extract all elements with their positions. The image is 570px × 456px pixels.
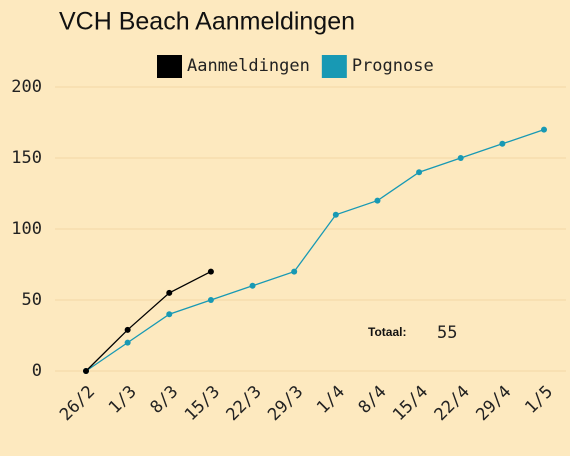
series-point: [124, 339, 131, 346]
series-point: [249, 282, 256, 289]
series-point: [457, 155, 464, 161]
series-line: [85, 128, 545, 372]
series-point: [124, 326, 131, 333]
series-point: [499, 140, 506, 147]
x-tick-label: 26/2: [56, 382, 99, 425]
series-point: [83, 368, 89, 374]
annotation-label: Totaal:: [368, 325, 406, 339]
y-tick-label: 200: [11, 77, 42, 97]
series-point: [207, 268, 214, 275]
y-tick-label: 100: [11, 219, 42, 239]
legend-swatch: [157, 55, 182, 78]
x-tick-label: 29/3: [264, 382, 307, 425]
series-point: [332, 211, 339, 218]
x-tick-label: 22/3: [223, 382, 266, 425]
x-tick-label: 22/4: [431, 382, 474, 425]
legend-label: Prognose: [352, 56, 434, 76]
series-point: [374, 197, 381, 204]
series-point: [416, 169, 423, 176]
annotation-value: 55: [437, 323, 457, 343]
x-tick-label: 29/4: [472, 382, 515, 425]
x-tick-label: 8/3: [146, 382, 182, 418]
x-tick-label: 1/4: [313, 382, 349, 418]
x-tick-label: 1/3: [105, 382, 141, 418]
x-tick-label: 15/4: [389, 382, 432, 425]
series-point: [541, 126, 547, 133]
chart-title: VCH Beach Aanmeldingen: [59, 8, 355, 36]
series-line: [85, 271, 212, 372]
x-tick-label: 15/3: [181, 382, 224, 425]
legend-swatch: [321, 55, 347, 78]
series-point: [207, 297, 214, 303]
x-tick-label: 1/5: [521, 382, 557, 418]
x-tick-label: 8/4: [355, 382, 391, 418]
series-point: [166, 311, 173, 318]
legend-label: Aanmeldingen: [187, 56, 310, 76]
y-tick-label: 150: [11, 148, 42, 168]
series-point: [291, 268, 298, 275]
y-tick-label: 0: [32, 361, 42, 381]
y-tick-label: 50: [22, 290, 42, 310]
series-point: [166, 289, 173, 296]
